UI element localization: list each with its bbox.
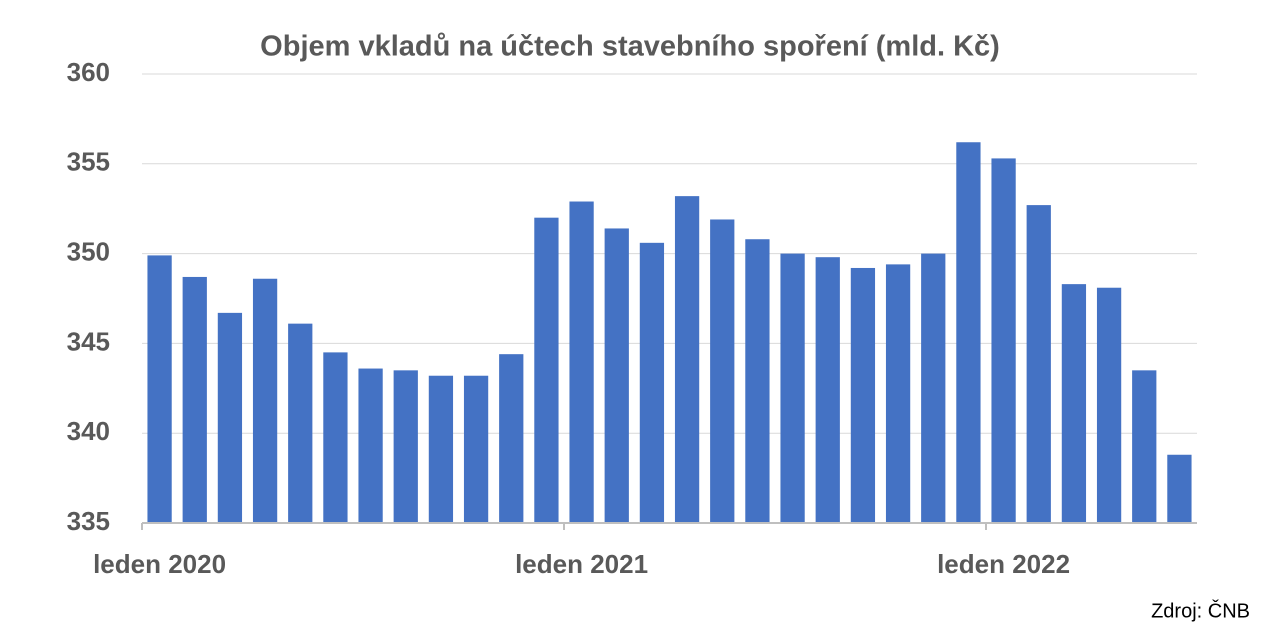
- bar: [1096, 287, 1122, 523]
- bar: [358, 368, 383, 523]
- y-tick-label: 335: [67, 506, 110, 536]
- bar: [182, 276, 207, 523]
- bar: [956, 142, 981, 524]
- y-tick-label: 355: [67, 147, 110, 177]
- bar: [674, 196, 700, 524]
- y-tick-label: 340: [67, 416, 110, 446]
- bar: [850, 267, 876, 523]
- chart-title: Objem vkladů na účtech stavebního spořen…: [260, 31, 1000, 63]
- y-tick-label: 345: [67, 326, 110, 356]
- bar: [534, 217, 559, 523]
- bar: [1167, 454, 1192, 523]
- y-tick-label: 360: [67, 57, 110, 87]
- bar: [745, 239, 770, 523]
- bar: [1061, 284, 1087, 523]
- bar: [710, 219, 735, 523]
- bar: [323, 352, 348, 523]
- bar: [639, 242, 665, 523]
- bar: [604, 228, 629, 523]
- bar: [428, 375, 454, 523]
- bar: [569, 201, 594, 524]
- bar: [1026, 205, 1051, 523]
- x-tick-label: leden 2020: [93, 549, 226, 579]
- y-tick-label: 350: [67, 236, 110, 266]
- bar: [463, 375, 489, 523]
- bar: [780, 253, 805, 523]
- bar: [499, 354, 524, 523]
- bar: [885, 264, 911, 523]
- bar: [252, 278, 278, 523]
- bar: [147, 255, 172, 523]
- x-tick-label: leden 2022: [937, 549, 1070, 579]
- bar: [991, 158, 1016, 524]
- bar: [921, 253, 946, 523]
- bar: [217, 312, 243, 523]
- bar: [393, 370, 418, 523]
- x-tick-label: leden 2021: [515, 549, 648, 579]
- source-note: Zdroj: ČNB: [1151, 599, 1250, 622]
- bar: [288, 323, 313, 523]
- bar: [1132, 370, 1157, 523]
- bar: [815, 257, 840, 523]
